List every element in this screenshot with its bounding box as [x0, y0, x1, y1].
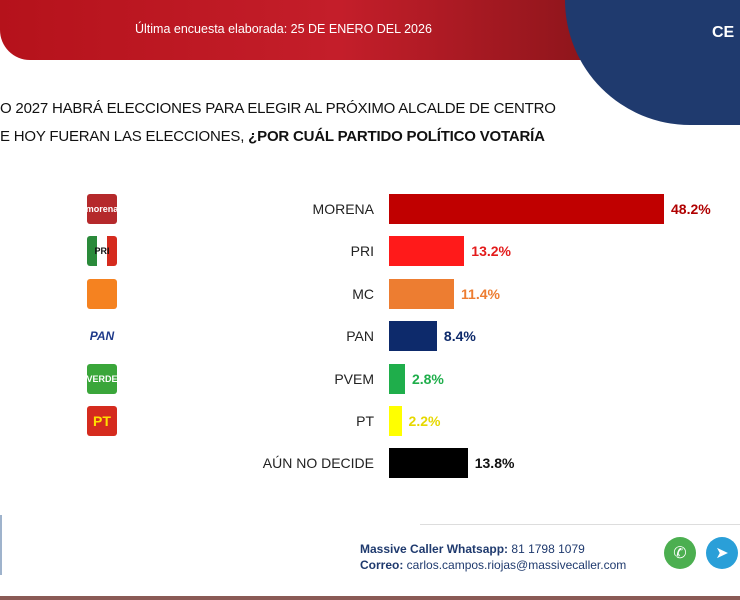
bar-pri [389, 236, 465, 267]
bar-mc [389, 278, 455, 309]
value-label: 2.8% [411, 370, 444, 387]
bar-pvem [389, 363, 405, 394]
left-accent [0, 515, 2, 575]
footer-divider [420, 524, 740, 525]
contact-info: Massive Caller Whatsapp: 81 1798 1079 Co… [360, 541, 626, 573]
bar-pan [389, 321, 437, 352]
bar-pt [389, 406, 402, 436]
email-label: Correo: [360, 558, 404, 572]
telegram-icon[interactable]: ➤ [706, 537, 738, 569]
pan-logo: PAN [87, 321, 117, 352]
category-label: MC [352, 285, 374, 302]
bottom-border [0, 596, 740, 600]
value-label: 13.8% [474, 455, 515, 472]
value-label: 13.2% [471, 243, 511, 260]
bar-a-n-no-decide [389, 448, 468, 479]
question-bold: ¿POR CUÁL PARTIDO POLÍTICO VOTARÍA [248, 128, 545, 145]
whatsapp-number: 81 1798 1079 [508, 542, 585, 556]
category-label: PAN [346, 328, 374, 345]
value-label: 48.2% [671, 201, 711, 217]
category-label: MORENA [312, 201, 374, 217]
category-label: PRI [350, 243, 374, 260]
pri-logo: PRI [87, 236, 117, 267]
question-line-1: O 2027 HABRÁ ELECCIONES PARA ELEGIR AL P… [0, 100, 556, 117]
mc-logo [87, 278, 117, 309]
verde-logo: VERDE [87, 363, 118, 394]
category-label: AÚN NO DECIDE [262, 455, 374, 472]
morena-logo: morena [86, 194, 118, 224]
whatsapp-label: Massive Caller Whatsapp: [360, 542, 509, 556]
survey-date: Última encuesta elaborada: 25 DE ENERO D… [135, 22, 432, 36]
value-label: 11.4% [461, 285, 500, 302]
email-address: carlos.campos.riojas@massivecaller.com [403, 558, 627, 572]
whatsapp-icon[interactable]: ✆ [664, 537, 696, 569]
pt-logo: PT [87, 406, 117, 436]
value-label: 2.2% [408, 413, 441, 429]
category-label: PT [356, 413, 374, 429]
bar-morena [389, 194, 664, 224]
question-line-2: E HOY FUERAN LAS ELECCIONES, ¿POR CUÁL P… [0, 128, 740, 145]
category-label: PVEM [334, 370, 374, 387]
value-label: 8.4% [443, 328, 476, 345]
question-plain: E HOY FUERAN LAS ELECCIONES, [0, 128, 249, 145]
corner-text: CE [712, 24, 735, 41]
